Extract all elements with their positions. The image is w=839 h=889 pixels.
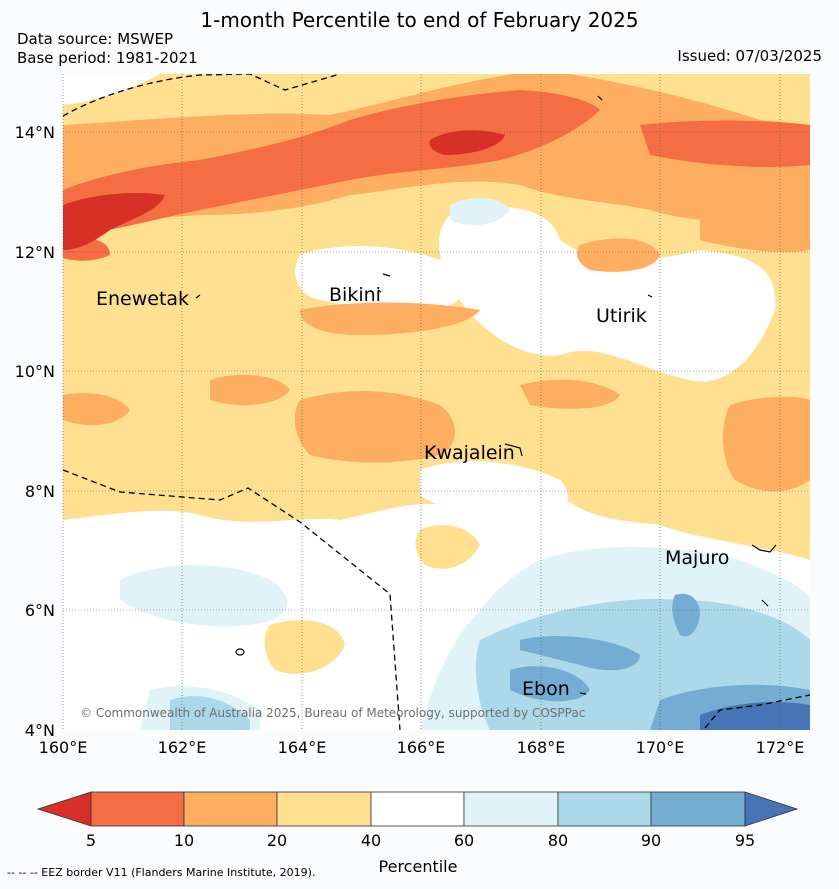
meta-left: Data source: MSWEP Base period: 1981-202…	[17, 30, 198, 68]
lon-tick-162e: 162°E	[158, 738, 207, 757]
eez-border-west	[63, 469, 401, 730]
colorbar-label-5: 5	[86, 831, 96, 850]
island-enewetak	[195, 294, 201, 299]
zone-dry-5-10-north	[63, 90, 600, 235]
island-utirik	[647, 294, 653, 298]
lat-tick-10n: 10°N	[15, 362, 55, 381]
zone-dry-5-10-ne	[640, 120, 810, 167]
zone-normal-kwaj	[420, 461, 569, 520]
colorbar	[36, 791, 799, 827]
island-majuro	[751, 544, 777, 553]
colorbar-bin-20-40	[276, 791, 372, 827]
colorbar-label-90: 90	[641, 831, 661, 850]
issued-label: Issued: 07/03/2025	[677, 47, 822, 65]
colorbar-bin-80-90	[557, 791, 652, 827]
eez-borders	[63, 74, 810, 730]
island-ring	[235, 648, 245, 656]
zone-dry-10-20-se	[723, 396, 810, 492]
colorbar-bin-5-10	[90, 791, 185, 827]
lon-tick-160e: 160°E	[39, 738, 88, 757]
place-label-ebon: Ebon	[522, 678, 570, 700]
colorbar-label-40: 40	[361, 831, 381, 850]
lat-tick-4n: 4°N	[25, 721, 55, 740]
colorbar-label-20: 20	[267, 831, 287, 850]
zone-dry-10-20-east	[700, 208, 810, 252]
chart-title: 1-month Percentile to end of February 20…	[200, 8, 639, 32]
island-atoll-a	[597, 95, 603, 101]
lat-tick-6n: 6°N	[25, 601, 55, 620]
colorbar-low-extend	[36, 791, 92, 827]
colorbar-high-extend	[744, 791, 799, 827]
island-kwajalein	[504, 443, 523, 457]
zone-wet-90-95	[520, 635, 640, 671]
lon-tick-164e: 164°E	[278, 738, 327, 757]
base-period-label: Base period: 1981-2021	[17, 49, 198, 67]
eez-border-se	[704, 694, 810, 729]
percentile-field	[63, 74, 810, 730]
lon-tick-170e: 170°E	[636, 738, 685, 757]
place-label-majuro: Majuro	[665, 547, 729, 569]
islands	[195, 95, 777, 695]
zone-dry-10-20-west	[63, 393, 130, 426]
zone-dry-10-20-utirik-west	[577, 238, 660, 272]
island-atoll-b	[761, 599, 769, 607]
zone-dry-10-20-s	[415, 525, 480, 569]
island-bikini	[377, 273, 391, 293]
eez-footnote: -- -- -- EEZ border V11 (Flanders Marine…	[7, 866, 316, 879]
island-ebon	[579, 692, 587, 695]
colorbar-label-60: 60	[454, 831, 474, 850]
zone-wet-80-90-sw	[170, 696, 250, 730]
place-label-kwajalein: Kwajalein	[424, 442, 515, 464]
colorbar-bin-40-60	[370, 791, 465, 827]
zone-dry-5-north	[429, 130, 505, 155]
copyright-text: © Commonwealth of Australia 2025, Bureau…	[80, 706, 585, 720]
lat-tick-8n: 8°N	[25, 482, 55, 501]
lon-tick-172e: 172°E	[756, 738, 805, 757]
lon-tick-166e: 166°E	[397, 738, 446, 757]
colorbar-title: Percentile	[379, 857, 458, 876]
zone-wet-60-80-west	[120, 565, 288, 627]
lat-tick-14n: 14°N	[15, 123, 55, 142]
colorbar-bin-90-95	[650, 791, 746, 827]
zone-wet-90-95-c	[672, 593, 700, 637]
colorbar-label-10: 10	[174, 831, 194, 850]
place-label-bikini: Bikini	[329, 284, 381, 306]
zone-dry-5-west	[63, 193, 165, 250]
place-label-utirik: Utirik	[596, 305, 647, 327]
colorbar-bin-60-80	[463, 791, 559, 827]
zone-dry-10-20-bikini-south	[300, 302, 480, 335]
zone-wet-90-95-b	[510, 666, 590, 702]
colorbar-label-80: 80	[548, 831, 568, 850]
zone-normal-nw	[63, 74, 160, 105]
lat-tick-12n: 12°N	[15, 243, 55, 262]
colorbar-label-95: 95	[735, 831, 755, 850]
zone-wet-60-80-north	[450, 198, 510, 226]
zone-dry-10-20-mid-b	[294, 390, 455, 463]
zone-normal-bikini	[295, 245, 467, 314]
graticule	[62, 74, 810, 730]
zone-dry-20-40-sw	[264, 620, 345, 674]
colorbar-bin-10-20	[183, 791, 278, 827]
eez-border-north	[63, 74, 341, 117]
zone-normal-central	[439, 207, 776, 382]
place-label-enewetak: Enewetak	[96, 288, 189, 310]
data-source-label: Data source: MSWEP	[17, 30, 174, 48]
zone-dry-10-20-mid-c	[520, 379, 620, 409]
zone-dry-10-20-mid-a	[210, 374, 290, 406]
lon-tick-168e: 168°E	[517, 738, 566, 757]
